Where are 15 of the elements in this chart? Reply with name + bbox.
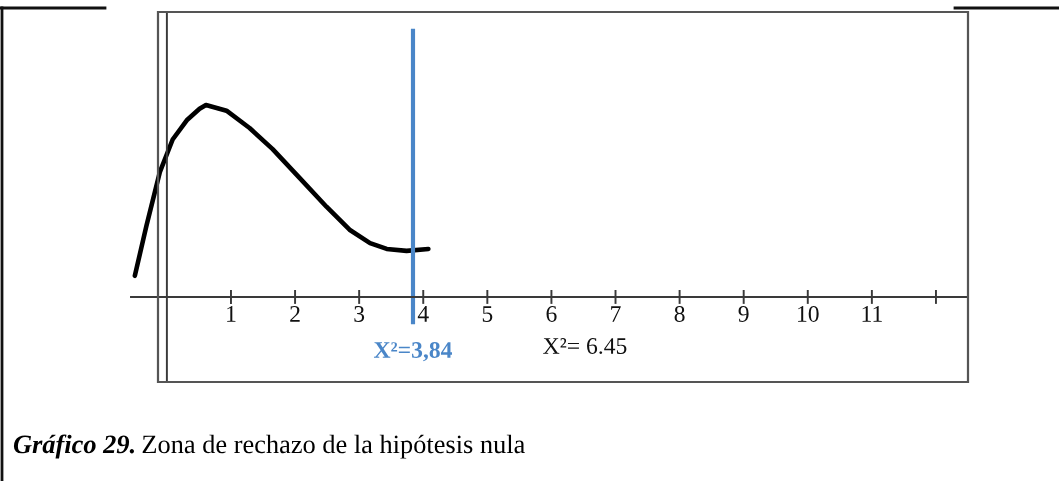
x-tick-label: 10 (798, 305, 819, 322)
x-tick-label: 3 (354, 306, 365, 322)
text: Gráfico 29. (13, 434, 134, 459)
x-tick-label: 7 (611, 306, 621, 322)
x-tick-label: 5 (482, 306, 493, 322)
x-tick-label: 9 (738, 306, 749, 322)
x-tick-label: 1 (227, 306, 236, 322)
x-tick-label: 6 (546, 306, 557, 322)
text: X²= 6.45 (543, 338, 627, 355)
x-tick-label: 11 (862, 306, 882, 322)
x-tick-label: 8 (674, 305, 685, 322)
text: Zona de rechazo de la hipótesis nula (142, 434, 525, 459)
x-tick-label: 4 (417, 306, 429, 322)
x-tick-label: 2 (290, 306, 300, 322)
ref-line-label: X²=3,84 (373, 342, 452, 362)
